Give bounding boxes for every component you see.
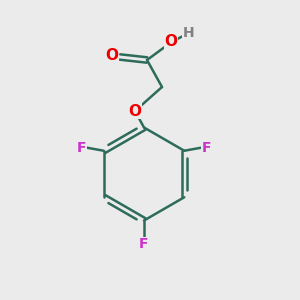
Text: F: F xyxy=(202,141,211,155)
Text: O: O xyxy=(128,103,142,118)
Text: F: F xyxy=(139,238,149,251)
Text: F: F xyxy=(76,141,86,155)
Text: O: O xyxy=(105,48,118,63)
Text: H: H xyxy=(183,26,195,40)
Text: O: O xyxy=(164,34,178,50)
